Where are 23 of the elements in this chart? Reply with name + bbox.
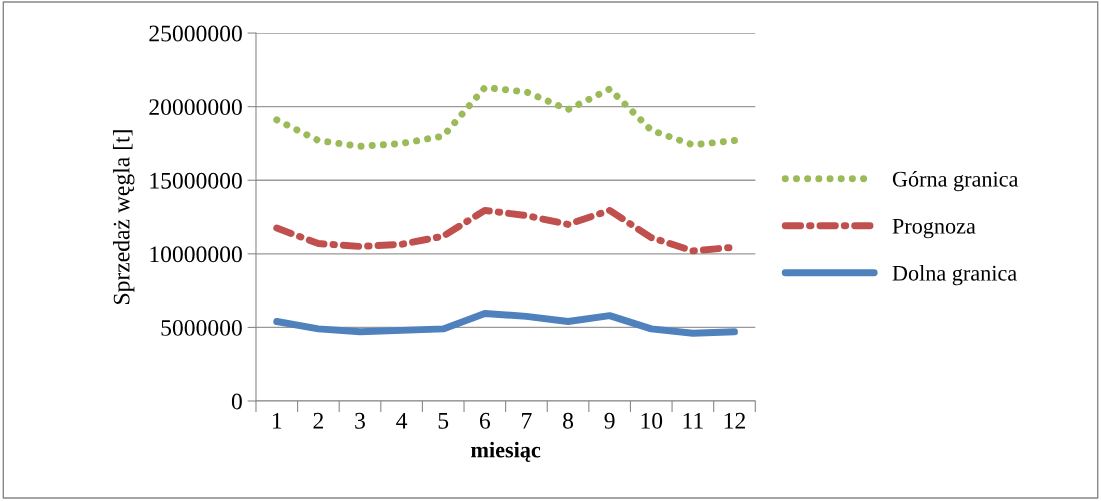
x-tick-label: 4 — [396, 412, 408, 429]
x-tick-label: 2 — [313, 412, 323, 429]
x-tick-label: 12 — [724, 412, 745, 429]
x-tick-label: 11 — [683, 412, 703, 429]
x-tick-label: 7 — [522, 413, 532, 429]
x-tick-label: 3 — [355, 412, 365, 429]
x-tick-label: 9 — [604, 412, 615, 429]
y-axis-title: Sprzedaż węgla [t] — [112, 130, 135, 304]
y-tick-label: 0 — [231, 393, 242, 410]
y-tick-label: 10000000 — [150, 246, 242, 263]
x-axis-title: miesiąc — [471, 441, 541, 462]
x-tick-label: 10 — [641, 412, 663, 429]
y-tick-label: 15000000 — [150, 172, 242, 189]
x-tick-label: 1 — [272, 412, 282, 429]
legend-label: Górna granica — [892, 170, 1019, 192]
x-tick-label: 6 — [479, 412, 491, 429]
y-tick-label: 25000000 — [149, 25, 242, 42]
legend-label: Dolna granica — [892, 265, 1017, 286]
legend-label: Prognoza — [892, 218, 976, 239]
y-tick-label: 5000000 — [161, 319, 242, 336]
x-tick-label: 8 — [563, 412, 574, 429]
x-tick-label: 5 — [438, 413, 449, 429]
y-tick-label: 20000000 — [149, 99, 242, 116]
